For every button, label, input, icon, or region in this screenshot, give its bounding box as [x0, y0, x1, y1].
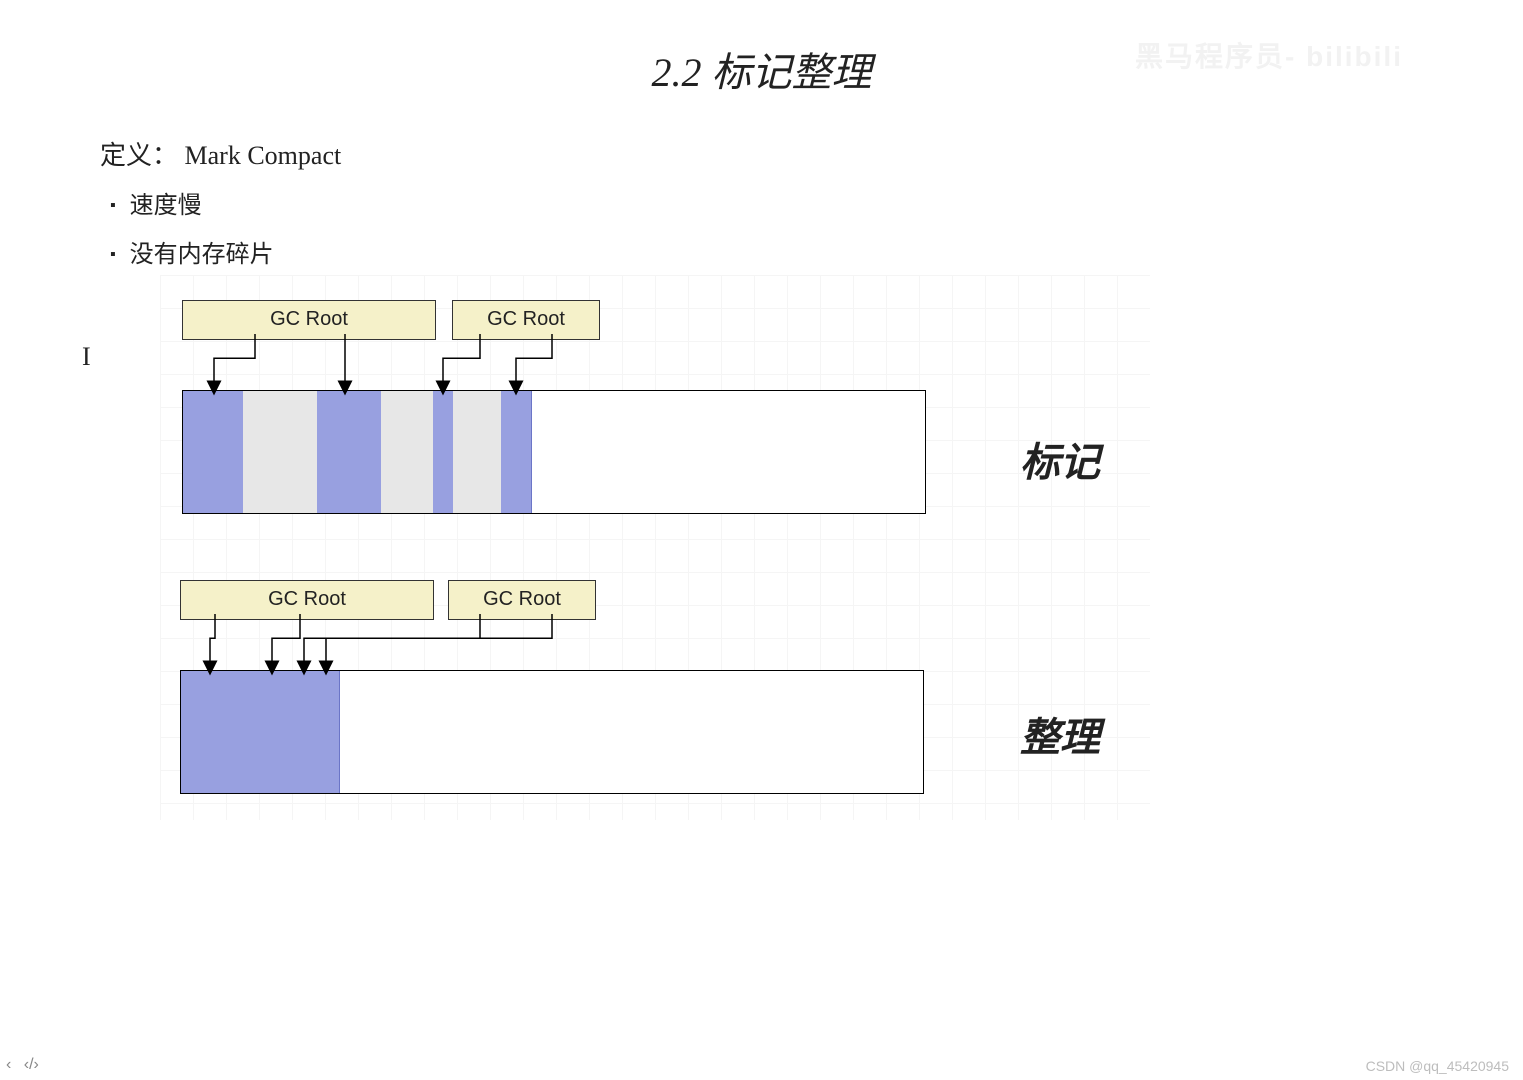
reference-arrow — [304, 614, 480, 668]
prev-icon[interactable]: ‹ — [6, 1056, 11, 1073]
reference-arrow — [272, 614, 300, 668]
reference-arrow — [326, 614, 552, 668]
reference-arrow — [210, 614, 215, 668]
footer-credit: CSDN @qq_45420945 — [1366, 1058, 1509, 1074]
footer-nav-icons: ‹ ‹/› — [6, 1056, 47, 1074]
code-icon[interactable]: ‹/› — [24, 1056, 39, 1073]
arrow-layer — [0, 0, 1523, 1080]
